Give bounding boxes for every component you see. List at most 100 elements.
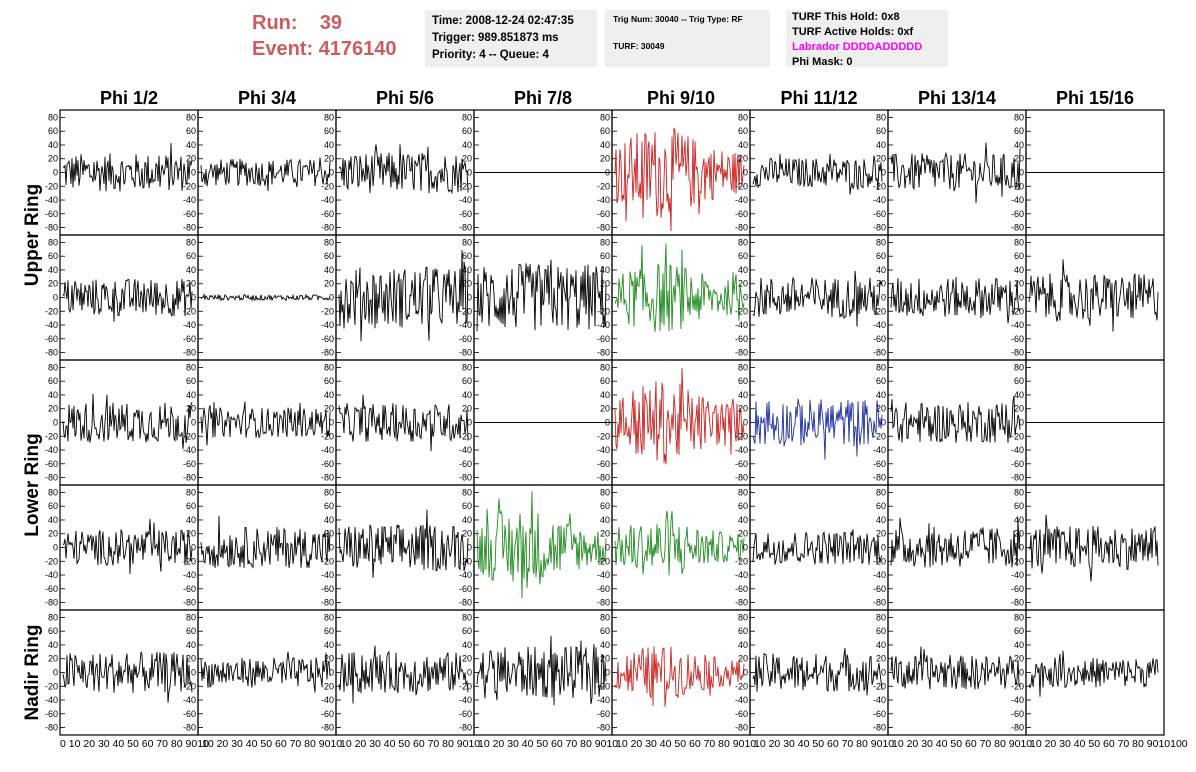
y-tick-label: 80: [48, 237, 58, 247]
y-tick-label: 80: [324, 487, 334, 497]
y-tick-label: 40: [324, 140, 334, 150]
waveform-trace: [476, 635, 607, 706]
y-tick-label: -20: [45, 306, 58, 316]
x-tick-label: 0 10 20 30 40 50 60 70 80 9010: [60, 738, 209, 750]
panel-frame: [611, 609, 751, 736]
y-tick-label: 0: [743, 168, 748, 178]
y-tick-label: -80: [459, 598, 472, 608]
y-tick-label: 60: [876, 376, 886, 386]
y-tick-label: 0: [1019, 543, 1024, 553]
y-tick-label: 80: [876, 237, 886, 247]
waveform-trace: [614, 127, 745, 232]
y-tick-label: 0: [467, 168, 472, 178]
y-tick-label: 80: [1014, 112, 1024, 122]
y-tick-label: -40: [183, 445, 196, 455]
waveform-trace: [1028, 514, 1159, 582]
y-tick-label: -40: [459, 445, 472, 455]
y-tick-label: -60: [597, 209, 610, 219]
x-tick-label: 10 20 30 40 50 60 70 80 9010: [340, 738, 480, 750]
y-tick-label: -20: [321, 181, 334, 191]
waveform-trace: [614, 646, 745, 707]
y-tick-label: -80: [45, 223, 58, 233]
y-tick-label: 40: [186, 390, 196, 400]
y-tick-label: 60: [738, 626, 748, 636]
y-tick-label: 60: [324, 251, 334, 261]
y-tick-label: 80: [600, 362, 610, 372]
trig-num-text: Trig Num: 30040 -- Trig Type: RF: [613, 14, 743, 24]
y-tick-label: 60: [324, 501, 334, 511]
y-tick-label: -60: [1011, 709, 1024, 719]
y-tick-label: 20: [600, 154, 610, 164]
y-tick-label: 60: [1014, 501, 1024, 511]
y-tick-label: -40: [183, 695, 196, 705]
y-tick-label: -80: [1011, 348, 1024, 358]
y-tick-label: -80: [321, 723, 334, 733]
y-tick-label: 20: [600, 279, 610, 289]
y-tick-label: 80: [324, 112, 334, 122]
waveform-trace: [200, 651, 331, 693]
priority-text: Priority: 4 -- Queue: 4: [432, 49, 549, 61]
phi-mask-text: Phi Mask: 0: [792, 56, 853, 68]
y-tick-label: 80: [1014, 362, 1024, 372]
y-tick-label: 80: [462, 612, 472, 622]
y-tick-label: -80: [873, 223, 886, 233]
y-tick-label: 80: [738, 487, 748, 497]
y-tick-label: -60: [45, 459, 58, 469]
y-tick-label: 40: [1014, 390, 1024, 400]
row-group-label: Nadir Ring: [22, 624, 43, 720]
column-title: Phi 1/2: [100, 88, 158, 108]
y-tick-label: 0: [329, 293, 334, 303]
y-tick-label: -80: [321, 598, 334, 608]
y-tick-label: 0: [605, 168, 610, 178]
y-tick-label: -80: [45, 598, 58, 608]
y-tick-label: 40: [600, 515, 610, 525]
y-tick-label: 0: [605, 668, 610, 678]
y-tick-label: -40: [735, 320, 748, 330]
y-tick-label: 80: [600, 612, 610, 622]
y-tick-label: 60: [462, 376, 472, 386]
y-tick-label: -80: [45, 723, 58, 733]
y-tick-label: -40: [873, 195, 886, 205]
y-tick-label: 20: [600, 654, 610, 664]
y-tick-label: -20: [873, 431, 886, 441]
y-tick-label: -80: [1011, 723, 1024, 733]
time-info-box: Time: 2008-12-24 02:47:35 Trigger: 989.8…: [425, 10, 597, 67]
y-tick-label: 60: [738, 251, 748, 261]
y-tick-label: -20: [735, 431, 748, 441]
y-tick-label: 60: [462, 626, 472, 636]
y-tick-label: -40: [1011, 695, 1024, 705]
waveform-trace: [62, 278, 193, 322]
y-tick-label: 0: [605, 293, 610, 303]
y-tick-label: 60: [1014, 376, 1024, 386]
y-tick-label: -60: [735, 459, 748, 469]
y-tick-label: 40: [876, 140, 886, 150]
turf-active-holds-text: TURF Active Holds: 0xf: [792, 26, 914, 38]
y-tick-label: 40: [876, 515, 886, 525]
y-tick-label: 60: [738, 126, 748, 136]
y-tick-label: -60: [459, 584, 472, 594]
x-tick-label: 10 20 30 40 50 60 70 80 9010: [616, 738, 756, 750]
x-tick-label: 10 20 30 40 50 60 70 80 9010: [202, 738, 342, 750]
y-tick-label: 60: [738, 501, 748, 511]
y-tick-label: -40: [45, 195, 58, 205]
y-tick-label: -40: [597, 695, 610, 705]
y-tick-label: 60: [324, 626, 334, 636]
y-tick-label: -40: [321, 695, 334, 705]
y-tick-label: 60: [876, 501, 886, 511]
y-tick-label: 0: [743, 668, 748, 678]
y-tick-label: 0: [191, 418, 196, 428]
y-tick-label: -60: [1011, 334, 1024, 344]
column-title: Phi 9/10: [647, 88, 715, 108]
y-tick-label: -80: [735, 223, 748, 233]
y-tick-label: 20: [462, 279, 472, 289]
y-tick-label: 0: [53, 418, 58, 428]
event-value: 4176140: [318, 38, 397, 60]
y-tick-label: -40: [873, 320, 886, 330]
y-tick-label: 20: [324, 404, 334, 414]
y-tick-label: 80: [48, 112, 58, 122]
y-tick-label: 0: [881, 168, 886, 178]
y-tick-label: 20: [1014, 404, 1024, 414]
y-tick-label: 60: [600, 126, 610, 136]
y-tick-label: 0: [191, 168, 196, 178]
